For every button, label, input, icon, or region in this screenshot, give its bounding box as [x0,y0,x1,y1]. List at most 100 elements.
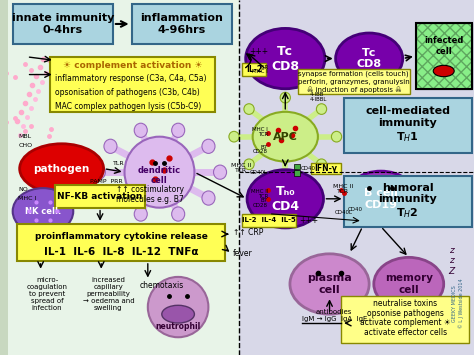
FancyBboxPatch shape [50,57,215,112]
Text: Tₕ₀
CD4: Tₕ₀ CD4 [271,185,300,213]
Text: humoral
immunity
T$_H$2: humoral immunity T$_H$2 [378,183,437,220]
Text: +++: +++ [249,47,268,56]
Ellipse shape [134,123,147,137]
Text: IL-2  IL-4  IL-5: IL-2 IL-4 IL-5 [242,218,296,223]
Text: B7: B7 [261,198,268,203]
FancyBboxPatch shape [131,4,232,44]
FancyBboxPatch shape [239,0,474,355]
FancyBboxPatch shape [416,23,472,89]
Ellipse shape [317,159,327,170]
Text: memory
cell: memory cell [385,273,433,295]
Text: CD40: CD40 [301,166,316,171]
Circle shape [336,33,403,84]
FancyBboxPatch shape [8,0,239,355]
Text: chemotaxis: chemotaxis [140,281,184,290]
Text: 4-IBBL: 4-IBBL [310,97,328,102]
Text: MHC II: MHC II [333,184,354,189]
Text: ↑↑ CRP: ↑↑ CRP [233,228,264,237]
Text: fever: fever [233,249,253,258]
Bar [294,164,300,169]
Text: TLR: TLR [113,161,124,166]
Text: activate effector cells: activate effector cells [364,328,447,337]
Text: CD28: CD28 [253,149,268,154]
FancyBboxPatch shape [18,224,225,261]
Text: 4-IBB: 4-IBB [310,92,324,97]
Text: NF-KB activation: NF-KB activation [57,192,143,201]
Text: IFN-γ: IFN-γ [315,164,337,173]
Text: plasma
cell: plasma cell [307,273,352,295]
Ellipse shape [172,207,185,221]
Text: TCR: TCR [258,194,268,199]
Text: TCR: TCR [337,189,350,194]
Circle shape [247,170,323,228]
Text: micro-
coagulation
to prevent
spread of
infection: micro- coagulation to prevent spread of … [27,277,68,311]
Ellipse shape [20,144,103,193]
Ellipse shape [229,131,239,142]
Text: opsonise pathogens: opsonise pathogens [367,308,444,318]
Text: TCR: TCR [235,168,247,173]
Text: ☠ induction of apoptosis ☠: ☠ induction of apoptosis ☠ [307,86,401,93]
Text: MHC II: MHC II [231,163,251,168]
Ellipse shape [134,207,147,221]
Circle shape [253,112,318,162]
Text: dendritic
cell: dendritic cell [138,166,181,185]
FancyBboxPatch shape [242,214,295,227]
Ellipse shape [202,191,215,205]
Text: CD40: CD40 [347,207,363,212]
Text: MHC I: MHC I [18,196,36,201]
Ellipse shape [433,65,454,77]
Text: pathogen: pathogen [34,164,90,174]
Circle shape [345,171,417,226]
Circle shape [13,188,73,234]
Text: opsonisation of pathogens (C3b, C4b): opsonisation of pathogens (C3b, C4b) [55,88,200,97]
FancyBboxPatch shape [242,63,266,76]
Text: GEEKY MEDICS
© L J Westside 2014: GEEKY MEDICS © L J Westside 2014 [452,279,464,328]
Text: cell-mediated
immunity
T$_H$1: cell-mediated immunity T$_H$1 [365,106,450,144]
Text: neutralise toxins: neutralise toxins [373,299,438,308]
Text: increased
capillary
permeability
→ oedema and
swelling: increased capillary permeability → oedem… [82,277,134,311]
Text: CD28: CD28 [253,203,268,208]
Ellipse shape [202,139,215,153]
Ellipse shape [280,170,291,181]
Text: B7: B7 [261,145,268,150]
FancyBboxPatch shape [55,185,146,208]
Text: MHC II: MHC II [251,189,268,194]
Text: NO: NO [18,187,28,192]
FancyBboxPatch shape [344,98,472,153]
Text: TCR: TCR [258,132,268,137]
Text: Tᴄ
CD8: Tᴄ CD8 [271,45,299,72]
Text: IL-1  IL-6  IL-8  IL-12  TNFα: IL-1 IL-6 IL-8 IL-12 TNFα [44,247,198,257]
Text: APC: APC [273,132,298,142]
Ellipse shape [125,137,194,208]
Text: MBL: MBL [18,134,31,139]
Text: CD40L: CD40L [250,170,268,175]
Text: PAMP  PRR: PAMP PRR [90,179,122,184]
Ellipse shape [213,165,227,179]
Ellipse shape [148,277,209,337]
Circle shape [374,257,444,311]
Text: neutrophil: neutrophil [155,322,201,331]
Ellipse shape [244,104,254,114]
Text: synapse formation (cells touch): synapse formation (cells touch) [299,71,409,77]
Text: Tᴄ
CD8: Tᴄ CD8 [356,48,382,69]
Ellipse shape [317,104,327,114]
Text: innate immunity
0-4hrs: innate immunity 0-4hrs [11,13,114,35]
Text: ↑↑ costimulatory
molecules e.g. B7: ↑↑ costimulatory molecules e.g. B7 [116,185,184,204]
Text: MAC complex pathogen lysis (C5b-C9): MAC complex pathogen lysis (C5b-C9) [55,102,201,111]
Text: CHO: CHO [18,143,32,148]
FancyBboxPatch shape [344,176,472,227]
Text: TCR: TCR [258,65,268,70]
Text: perforin, granzymes, granulysin: perforin, granzymes, granulysin [298,79,410,84]
Text: NK cell.: NK cell. [25,207,61,216]
Text: inflammation
4-96hrs: inflammation 4-96hrs [140,13,223,35]
FancyBboxPatch shape [13,4,113,44]
Ellipse shape [162,305,194,323]
Ellipse shape [331,131,342,142]
Ellipse shape [172,123,185,137]
FancyBboxPatch shape [311,163,341,174]
Ellipse shape [280,92,291,103]
Text: MHC I: MHC I [252,127,268,132]
Ellipse shape [104,139,117,153]
Text: +++: +++ [299,215,318,225]
Ellipse shape [244,159,254,170]
